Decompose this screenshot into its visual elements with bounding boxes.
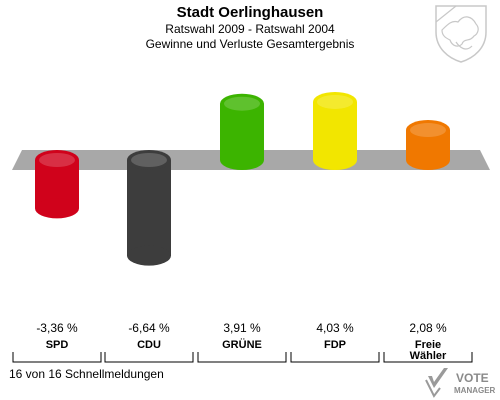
vote-manager-logo: VOTE MANAGER [425,368,496,398]
chart-subtitle-comparison: Ratswahl 2009 - Ratswahl 2004 [165,22,335,36]
logo-word-manager: MANAGER [454,386,496,395]
bar-top-highlight [410,123,446,138]
bar-shading [127,160,171,256]
bar-top-cap [220,93,264,114]
bar-bottom-cap [313,150,357,170]
bar-grüne [220,93,264,170]
bar-top-highlight [39,153,75,167]
bar-cdu [127,150,171,266]
category-bracket [290,352,380,363]
bar-top-cap [127,150,171,170]
category-bracket [12,352,102,363]
chart-header: Stadt Oerlinghausen Ratswahl 2009 - Rats… [0,4,500,52]
bar-top-highlight [131,153,167,167]
category-label: CDU [137,339,161,351]
category-bracket [197,352,287,363]
footer-text: 16 von 16 Schnellmeldungen [9,367,164,381]
coat-of-arms-icon [435,5,487,63]
checkmark-icon [425,368,448,398]
bar-spd [35,150,79,219]
value-label: 4,03 % [316,321,354,335]
category-bracket [104,352,194,363]
bar-bottom-cap [220,150,264,170]
bar-freie-wähler [406,120,450,170]
value-label: 2,08 % [409,321,447,335]
value-label: 3,91 % [223,321,261,335]
category-bracket [383,352,473,363]
value-label: -6,64 % [128,321,170,335]
bar-bottom-cap [35,198,79,219]
bar-bottom-cap [127,245,171,266]
chart-subtitle-description: Gewinne und Verluste Gesamtergebnis [145,37,355,51]
category-label: SPD [46,339,69,351]
category-label: FDP [324,339,346,351]
category-label: Freie [415,339,441,351]
bar-top-cap [313,91,357,112]
bar-top-highlight [224,96,260,111]
category-label: Wähler [410,350,447,362]
bar-top-cap [35,150,79,170]
chart-title: Stadt Oerlinghausen [176,4,324,21]
value-label: -3,36 % [36,321,78,335]
logo-word-vote: VOTE [456,371,489,385]
bar-top-highlight [317,94,353,109]
bar-fdp [313,91,357,170]
bar-bottom-cap [406,150,450,170]
bar-top-cap [406,120,450,141]
category-label: GRÜNE [222,338,262,351]
